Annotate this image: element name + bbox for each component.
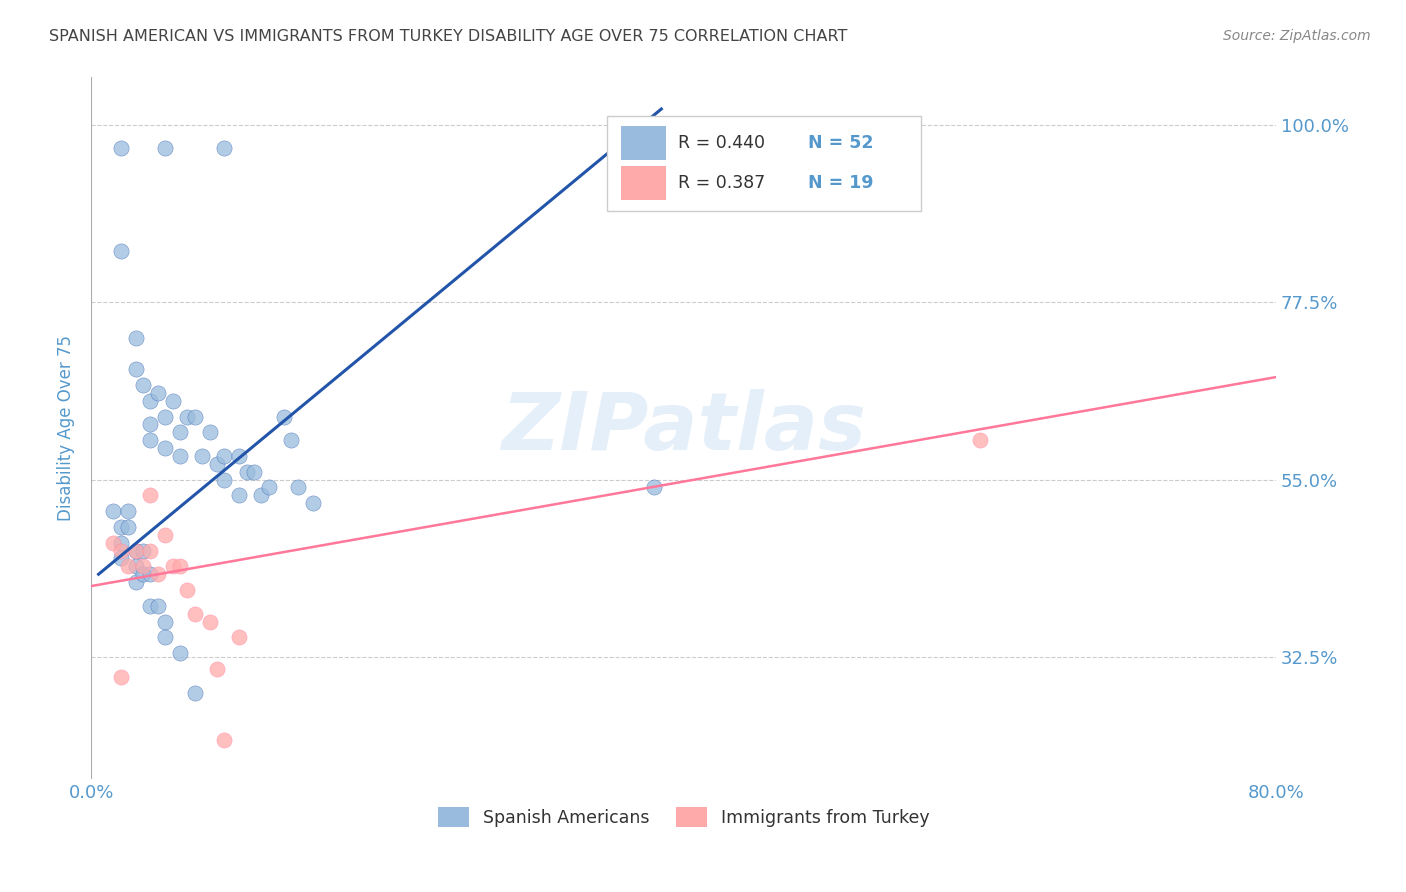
Point xyxy=(110,141,132,155)
Point xyxy=(132,543,155,558)
Point xyxy=(169,646,191,660)
Point xyxy=(139,417,162,432)
Point xyxy=(191,449,214,463)
Point xyxy=(153,630,176,644)
Point xyxy=(214,473,236,487)
Text: ZIPatlas: ZIPatlas xyxy=(501,389,866,467)
Text: N = 19: N = 19 xyxy=(808,174,873,192)
Point xyxy=(153,141,176,155)
Point xyxy=(184,685,207,699)
Point xyxy=(228,630,250,644)
Point xyxy=(146,599,169,613)
Point xyxy=(139,567,162,582)
Point xyxy=(205,662,228,676)
Point xyxy=(153,409,176,424)
Point xyxy=(198,615,221,629)
Point xyxy=(103,535,125,549)
Text: SPANISH AMERICAN VS IMMIGRANTS FROM TURKEY DISABILITY AGE OVER 75 CORRELATION CH: SPANISH AMERICAN VS IMMIGRANTS FROM TURK… xyxy=(49,29,848,45)
FancyBboxPatch shape xyxy=(621,126,666,160)
Point xyxy=(214,732,236,747)
Point xyxy=(139,393,162,408)
Point xyxy=(124,543,146,558)
Point xyxy=(228,449,250,463)
Point xyxy=(214,141,236,155)
Point xyxy=(110,543,132,558)
Point xyxy=(643,481,665,495)
Point xyxy=(250,488,273,502)
Point xyxy=(110,244,132,258)
Point xyxy=(132,567,155,582)
Point xyxy=(117,520,139,534)
Point xyxy=(176,409,198,424)
Point xyxy=(228,488,250,502)
Point xyxy=(287,481,309,495)
Point xyxy=(176,582,198,597)
Point xyxy=(184,607,207,621)
Point xyxy=(273,409,295,424)
Point xyxy=(205,457,228,471)
Point xyxy=(153,441,176,455)
FancyBboxPatch shape xyxy=(621,166,666,200)
Point xyxy=(132,559,155,574)
Point xyxy=(169,449,191,463)
Legend: Spanish Americans, Immigrants from Turkey: Spanish Americans, Immigrants from Turke… xyxy=(430,800,936,834)
Text: R = 0.440: R = 0.440 xyxy=(678,134,765,152)
FancyBboxPatch shape xyxy=(606,116,921,211)
Point xyxy=(243,465,266,479)
Point xyxy=(153,528,176,542)
Point xyxy=(110,551,132,566)
Point xyxy=(132,378,155,392)
Point xyxy=(162,393,184,408)
Point xyxy=(153,615,176,629)
Text: Source: ZipAtlas.com: Source: ZipAtlas.com xyxy=(1223,29,1371,44)
Point xyxy=(198,425,221,440)
Point xyxy=(139,488,162,502)
Text: N = 52: N = 52 xyxy=(808,134,873,152)
Point xyxy=(235,465,257,479)
Point xyxy=(184,409,207,424)
Point xyxy=(169,425,191,440)
Point xyxy=(110,670,132,684)
Text: R = 0.387: R = 0.387 xyxy=(678,174,765,192)
Point xyxy=(139,433,162,447)
Point xyxy=(110,520,132,534)
Point xyxy=(169,559,191,574)
Point xyxy=(124,575,146,590)
Point xyxy=(110,535,132,549)
Point xyxy=(124,331,146,345)
Point xyxy=(124,362,146,376)
Point xyxy=(117,504,139,518)
Point xyxy=(280,433,302,447)
Point xyxy=(214,449,236,463)
Point xyxy=(124,559,146,574)
Point xyxy=(139,599,162,613)
Point xyxy=(969,433,991,447)
Point xyxy=(302,496,325,510)
Point xyxy=(146,567,169,582)
Point xyxy=(162,559,184,574)
Y-axis label: Disability Age Over 75: Disability Age Over 75 xyxy=(58,335,75,521)
Point xyxy=(124,543,146,558)
Point xyxy=(257,481,280,495)
Point xyxy=(117,559,139,574)
Point xyxy=(146,385,169,400)
Point xyxy=(139,543,162,558)
Point xyxy=(103,504,125,518)
